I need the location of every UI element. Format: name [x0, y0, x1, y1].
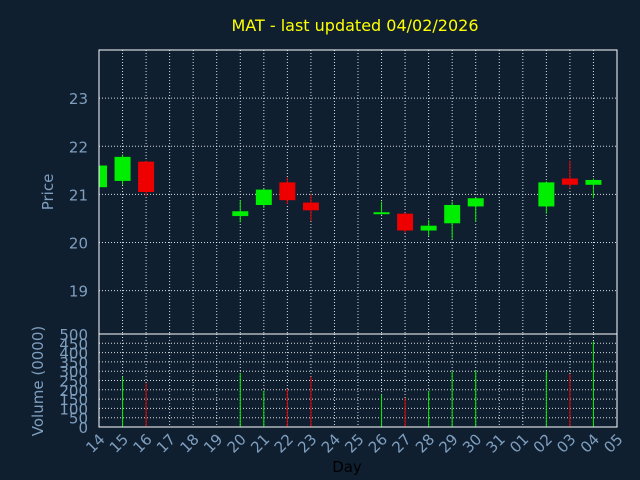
candle-body — [279, 182, 296, 201]
candle-body — [420, 225, 437, 231]
volume-panel-frame — [98, 333, 618, 428]
volume-tick-label: 350 — [59, 354, 88, 372]
price-tick-label: 23 — [69, 90, 88, 108]
volume-tick-label: 150 — [59, 391, 88, 409]
volume-axis-label: Volume (0000) — [29, 326, 47, 436]
volume-tick-label: 250 — [59, 373, 88, 391]
volume-tick-label: 50 — [69, 410, 88, 428]
chart-title: MAT - last updated 04/02/2026 — [231, 16, 478, 35]
volume-tick-label: 450 — [59, 335, 88, 353]
x-axis-label: Day — [332, 458, 362, 476]
volume-tick-label: 0 — [78, 419, 88, 437]
volume-tick-label: 300 — [59, 363, 88, 381]
candle-body — [585, 179, 602, 185]
volume-tick-label: 500 — [59, 326, 88, 344]
candle-body — [561, 178, 578, 185]
volume-tick-label: 100 — [59, 400, 88, 418]
candle-body — [232, 211, 249, 217]
price-panel: 19 20 21 22 23 — [69, 49, 618, 335]
price-axis-label: Price — [39, 174, 57, 211]
candle-body — [538, 182, 555, 207]
price-tick-label: 20 — [69, 235, 88, 253]
price-tick-label: 22 — [69, 138, 88, 156]
candle-body — [467, 198, 484, 207]
candle-body — [114, 156, 131, 181]
price-tick-label: 19 — [69, 283, 88, 301]
candle-body — [397, 213, 414, 231]
candle-body — [302, 202, 319, 211]
price-tick-label: 21 — [69, 186, 88, 204]
x-axis: 1415161718192021222324252627282930310102… — [82, 430, 626, 456]
volume-tick-label: 200 — [59, 382, 88, 400]
candle-body — [373, 212, 390, 215]
candle-body — [138, 161, 155, 192]
candle-body — [99, 165, 107, 188]
volume-tick-label: 400 — [59, 345, 88, 363]
candle-body — [444, 204, 461, 224]
candle-body — [255, 189, 272, 205]
